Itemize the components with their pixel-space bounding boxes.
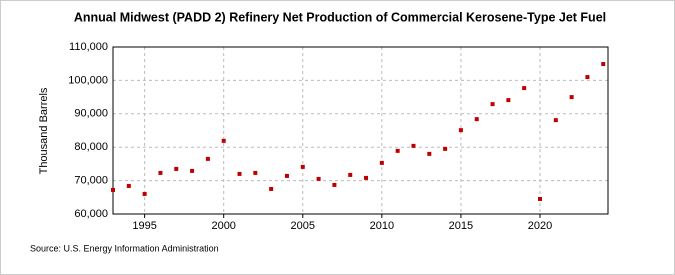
y-tick-label: 110,000 [69,41,108,53]
point [111,187,115,192]
point [522,86,527,91]
point [126,183,131,188]
point [364,175,369,180]
point [585,75,590,80]
y-axis-label: Thousand Barrels [38,87,50,174]
point [506,98,511,103]
source-note: Source: U.S. Energy Information Administ… [30,243,219,253]
point [537,196,542,201]
point [474,117,479,122]
point [332,182,337,187]
point [174,166,179,171]
point [553,118,558,123]
y-tick-label: 70,000 [74,175,108,187]
point [221,138,226,143]
x-tick-label: 2015 [449,220,473,232]
y-tick-label: 100,000 [68,74,108,86]
point [316,176,321,181]
point [490,102,495,107]
point [300,164,305,169]
point [458,128,463,133]
point [269,186,274,191]
point [142,191,147,196]
point [205,156,210,161]
plot-border [112,46,609,215]
x-tick-label: 2020 [528,220,552,232]
x-tick-label: 1995 [132,220,156,232]
point [284,173,289,178]
point [395,148,400,153]
y-tick-label: 90,000 [74,108,108,120]
y-tick-label: 60,000 [74,208,108,220]
point [348,172,353,177]
chart-title: Annual Midwest (PADD 2) Refinery Net Pro… [74,10,606,24]
point [190,168,195,173]
point [253,170,258,175]
point [601,62,606,67]
y-tick-label: 80,000 [74,141,108,153]
point [158,170,163,175]
x-tick-label: 2010 [370,220,394,232]
x-tick-label: 2005 [291,220,315,232]
point [411,143,416,148]
point [237,171,242,176]
point [427,151,432,156]
point [443,146,448,151]
point [379,160,384,165]
point [569,95,574,100]
x-tick-label: 2000 [211,220,235,232]
